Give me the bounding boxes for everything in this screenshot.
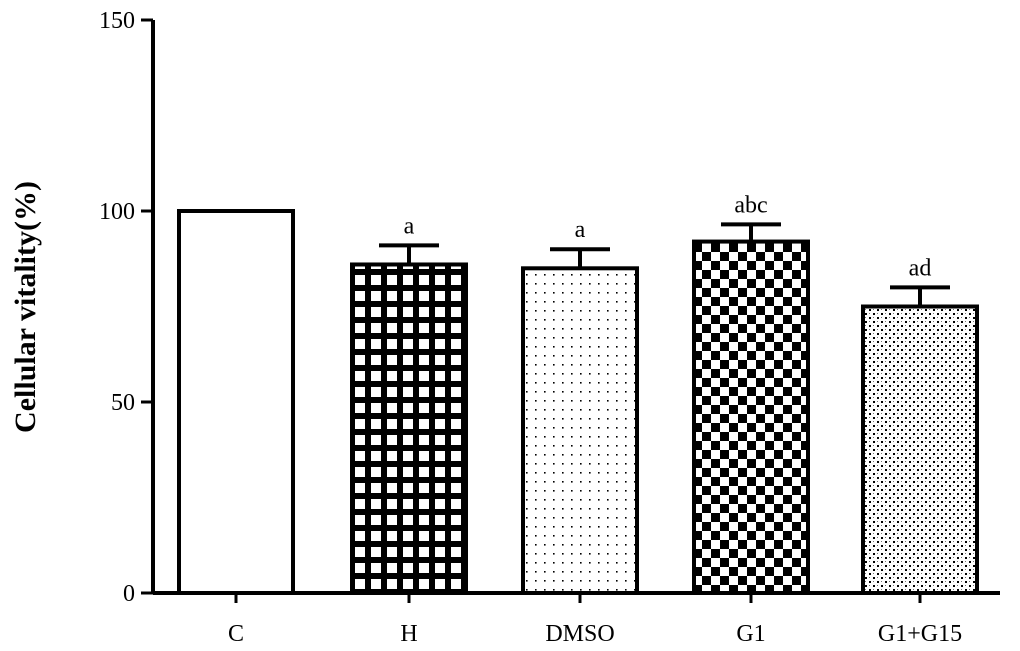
y-tick-label: 0 [123, 581, 135, 607]
y-tick-label: 150 [99, 8, 135, 34]
significance-label: a [404, 213, 415, 239]
bar [861, 304, 979, 595]
y-axis: 0 50 100 150 [99, 8, 155, 607]
bar [350, 262, 468, 595]
significance-label: a [575, 217, 586, 243]
labels: C Ha DMSO a G1 abc G1+G15 ad [228, 192, 962, 647]
x-tick-label: G1+G15 [878, 621, 962, 647]
bar [692, 239, 810, 595]
x-tick-label: C [228, 621, 244, 647]
y-tick-label: 100 [99, 199, 135, 225]
bar [177, 209, 295, 595]
bars [177, 209, 979, 595]
x-tick-label: DMSO [545, 621, 614, 647]
x-tick-label: G1 [736, 621, 765, 647]
x-tick-label: H [400, 621, 417, 647]
y-axis-title: Cellular vitality(%) [9, 181, 42, 433]
significance-label: abc [734, 192, 767, 218]
y-tick-label: 50 [111, 390, 135, 416]
significance-label: ad [909, 255, 932, 281]
bar [521, 266, 639, 595]
